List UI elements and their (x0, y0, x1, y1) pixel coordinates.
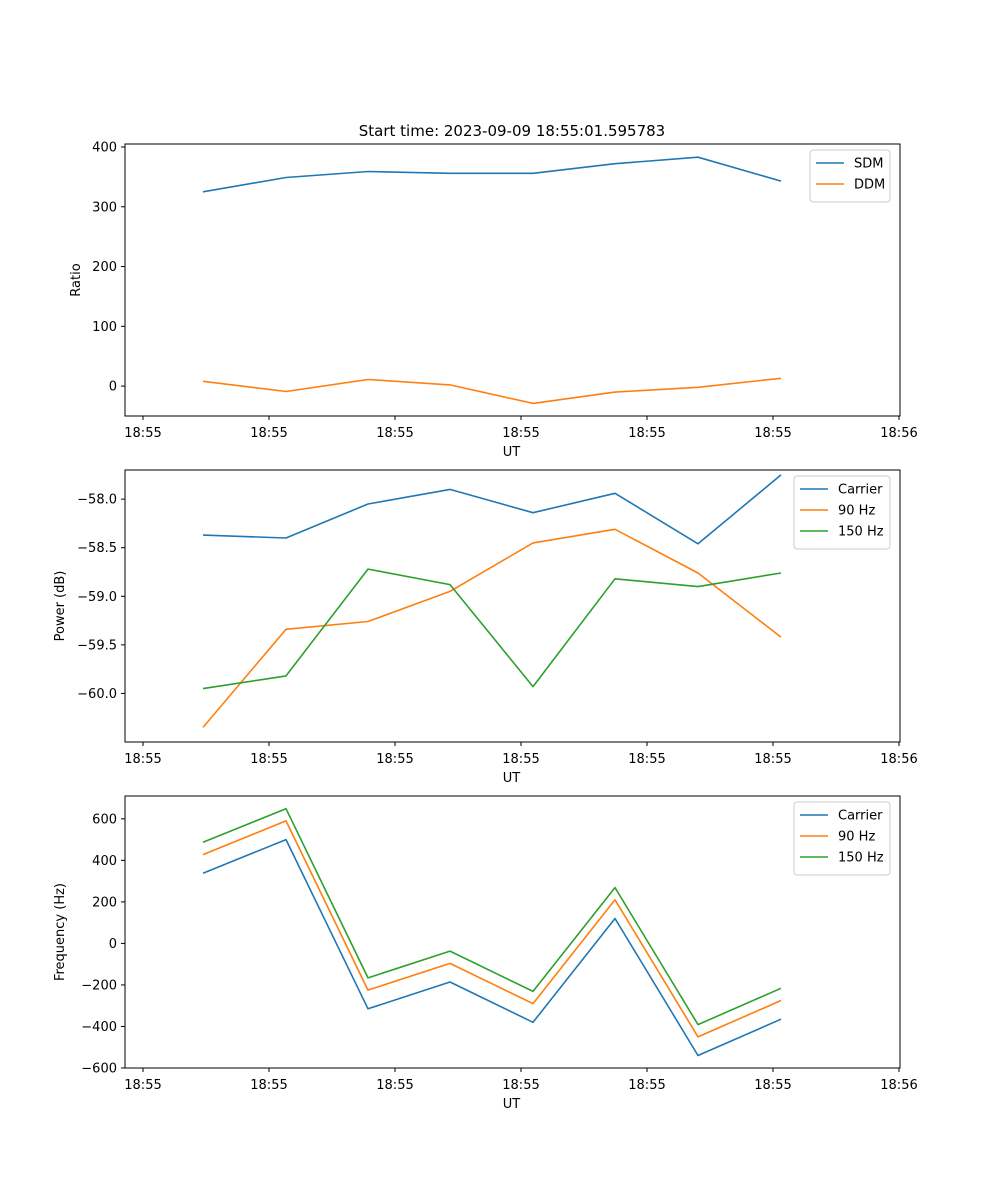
plots: 18:55 18:55 18:55 18:55 18:55 18:55 18:56 0 100 2… (53, 140, 918, 1112)
legend-label: Carrier (838, 483, 883, 498)
x-tick-label: 18:55 (754, 1078, 791, 1093)
x-tick-label: 18:55 (628, 752, 665, 767)
y-tick-label: 200 (92, 895, 117, 910)
y-axis-label: Power (dB) (53, 571, 68, 642)
x-tick-label: 18:55 (250, 426, 287, 441)
y-tick-label: −60.0 (77, 687, 117, 702)
y-tick-label: −59.5 (77, 638, 117, 653)
plot-panel-2: 18:55 18:55 18:55 18:55 18:55 18:55 18:56 −60.0… (53, 469, 918, 786)
y-tick-label: 600 (92, 812, 117, 827)
series-line-sdm (202, 156, 782, 193)
x-tick-label: 18:55 (376, 752, 413, 767)
legend-label: DDM (854, 178, 885, 193)
series-line-90-hz (202, 820, 782, 1038)
series-line-150-hz (202, 807, 782, 1026)
figure-title: Start time: 2023-09-09 18:55:01.595783 (359, 122, 665, 140)
legend-label: 150 Hz (838, 851, 884, 866)
x-tick-label: 18:55 (250, 1078, 287, 1093)
x-tick-label: 18:55 (124, 1078, 161, 1093)
x-tick-label: 18:56 (880, 1078, 917, 1093)
series-line-150-hz (202, 568, 782, 690)
legend-label: 150 Hz (838, 525, 884, 540)
series-line-carrier (202, 474, 782, 545)
x-tick-label: 18:55 (754, 426, 791, 441)
x-tick-label: 18:55 (124, 752, 161, 767)
x-tick-label: 18:55 (376, 426, 413, 441)
axes-frame (124, 469, 901, 743)
series-line-carrier (202, 838, 782, 1057)
x-tick-label: 18:55 (502, 752, 539, 767)
plot-panel-3: 18:55 18:55 18:55 18:55 18:55 18:55 18:56 −600 −… (53, 795, 918, 1112)
y-tick-label: 0 (109, 380, 117, 395)
x-tick-label: 18:55 (628, 426, 665, 441)
x-tick-label: 18:55 (250, 752, 287, 767)
x-tick-label: 18:55 (124, 426, 161, 441)
legend-label: 90 Hz (838, 830, 875, 845)
y-tick-label: 0 (109, 937, 117, 952)
legend-label: SDM (854, 157, 883, 172)
y-tick-label: −58.0 (77, 493, 117, 508)
y-tick-label: −59.0 (77, 590, 117, 605)
x-tick-label: 18:55 (754, 752, 791, 767)
legend-label: 90 Hz (838, 504, 875, 519)
axes-frame (124, 143, 901, 417)
y-tick-label: 100 (92, 320, 117, 335)
x-tick-label: 18:56 (880, 752, 917, 767)
y-tick-label: −200 (81, 978, 117, 993)
series-line-ddm (202, 377, 782, 405)
legend-label: Carrier (838, 809, 883, 824)
y-tick-label: −58.5 (77, 541, 117, 556)
x-axis-label: UT (503, 445, 521, 460)
x-tick-label: 18:55 (502, 1078, 539, 1093)
y-tick-label: −600 (81, 1062, 117, 1077)
y-tick-label: 400 (92, 140, 117, 155)
x-axis-label: UT (503, 771, 521, 786)
axes-frame (124, 795, 901, 1069)
y-axis-label: Ratio (69, 263, 84, 296)
x-tick-label: 18:55 (628, 1078, 665, 1093)
series-line-90-hz (202, 528, 782, 728)
x-tick-label: 18:56 (880, 426, 917, 441)
x-tick-label: 18:55 (376, 1078, 413, 1093)
x-tick-label: 18:55 (502, 426, 539, 441)
y-tick-label: 300 (92, 200, 117, 215)
y-tick-label: −400 (81, 1020, 117, 1035)
x-axis-label: UT (503, 1097, 521, 1112)
y-tick-label: 200 (92, 260, 117, 275)
y-tick-label: 400 (92, 854, 117, 869)
plot-panel-1: 18:55 18:55 18:55 18:55 18:55 18:55 18:56 0 100 2… (69, 140, 918, 460)
y-axis-label: Frequency (Hz) (53, 883, 68, 981)
